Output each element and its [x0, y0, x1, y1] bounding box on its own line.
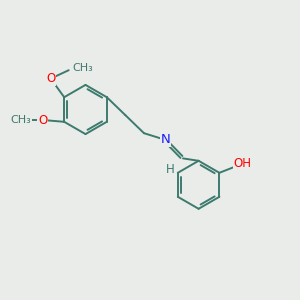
Text: O: O	[38, 114, 47, 127]
Text: N: N	[161, 133, 170, 146]
Text: H: H	[166, 163, 175, 176]
Text: CH₃: CH₃	[72, 63, 93, 73]
Text: OH: OH	[234, 157, 252, 170]
Text: O: O	[46, 72, 55, 85]
Text: CH₃: CH₃	[11, 115, 32, 125]
